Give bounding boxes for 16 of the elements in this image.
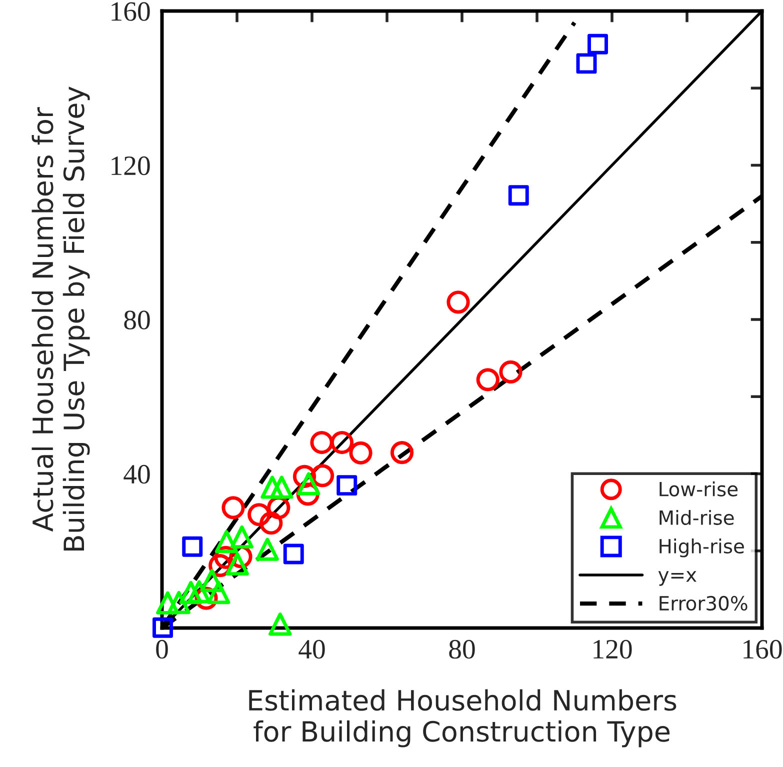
legend-label: Mid-rise bbox=[660, 510, 734, 525]
x-tick-label: 0 bbox=[156, 640, 168, 659]
legend-label: y=x bbox=[658, 571, 696, 586]
legend-label: Low-rise bbox=[660, 481, 738, 496]
x-axis-title: Estimated Household Numbers for Building Construction Type bbox=[249, 689, 676, 748]
y-tick-label: 160 bbox=[112, 2, 150, 21]
y-axis-title: Actual Household Numbers for Building Use Type by Field Survey bbox=[32, 86, 90, 550]
legend-label: High-rise bbox=[660, 538, 744, 558]
y-tick-label: 80 bbox=[124, 310, 150, 330]
x-tick-label: 160 bbox=[744, 640, 782, 659]
y-tick-label: 120 bbox=[112, 156, 150, 176]
y-tick-label: 40 bbox=[124, 464, 150, 484]
x-tick-label: 120 bbox=[594, 640, 632, 659]
x-tick-label: 40 bbox=[298, 640, 325, 659]
legend-label: Error30% bbox=[660, 596, 748, 611]
x-tick-label: 80 bbox=[449, 640, 475, 659]
